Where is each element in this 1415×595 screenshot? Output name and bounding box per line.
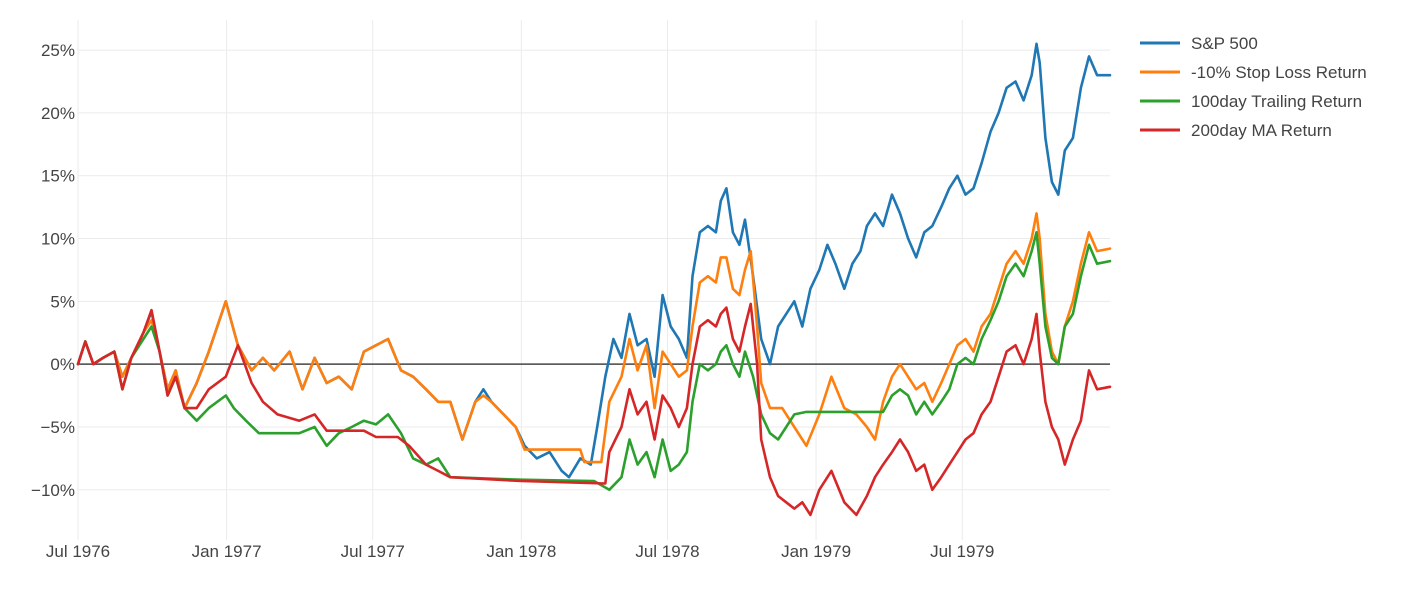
- series-lines: [76, 42, 1112, 517]
- x-tick-label: Jul 1978: [635, 542, 699, 561]
- series-line-3[interactable]: [76, 302, 1112, 517]
- x-tick-label: Jan 1979: [781, 542, 851, 561]
- x-axis-tick-labels: Jul 1976 Jan 1977 Jul 1977 Jan 1978 Jul 1978…: [46, 542, 995, 561]
- series-line-2[interactable]: [76, 231, 1112, 492]
- legend-label: 100day Trailing Return: [1191, 92, 1362, 111]
- legend[interactable]: S&P 500 -10% Stop Loss Return 100day Trail…: [1140, 34, 1367, 140]
- x-tick-label: Jan 1977: [192, 542, 262, 561]
- y-tick-label: 25%: [41, 41, 75, 60]
- x-tick-label: Jul 1979: [930, 542, 994, 561]
- y-tick-label: 0%: [50, 355, 75, 374]
- series-line-1[interactable]: [76, 212, 1112, 464]
- legend-label: -10% Stop Loss Return: [1191, 63, 1367, 82]
- series-line-0[interactable]: [76, 42, 1112, 479]
- y-tick-label: 5%: [50, 292, 75, 311]
- y-tick-label: −10%: [31, 481, 75, 500]
- legend-label: 200day MA Return: [1191, 121, 1332, 140]
- legend-item-2[interactable]: 100day Trailing Return: [1140, 92, 1362, 111]
- legend-item-3[interactable]: 200day MA Return: [1140, 121, 1332, 140]
- x-tick-label: Jul 1976: [46, 542, 110, 561]
- y-tick-label: 10%: [41, 230, 75, 249]
- legend-item-1[interactable]: -10% Stop Loss Return: [1140, 63, 1367, 82]
- grid-lines: [77, 20, 1110, 540]
- y-tick-label: −5%: [41, 418, 76, 437]
- y-axis-tick-labels: 25% 20% 15% 10% 5% 0% −5% −10%: [31, 41, 75, 500]
- legend-item-0[interactable]: S&P 500: [1140, 34, 1258, 53]
- x-tick-label: Jan 1978: [486, 542, 556, 561]
- legend-label: S&P 500: [1191, 34, 1258, 53]
- x-tick-label: Jul 1977: [341, 542, 405, 561]
- y-tick-label: 20%: [41, 104, 75, 123]
- y-tick-label: 15%: [41, 167, 75, 186]
